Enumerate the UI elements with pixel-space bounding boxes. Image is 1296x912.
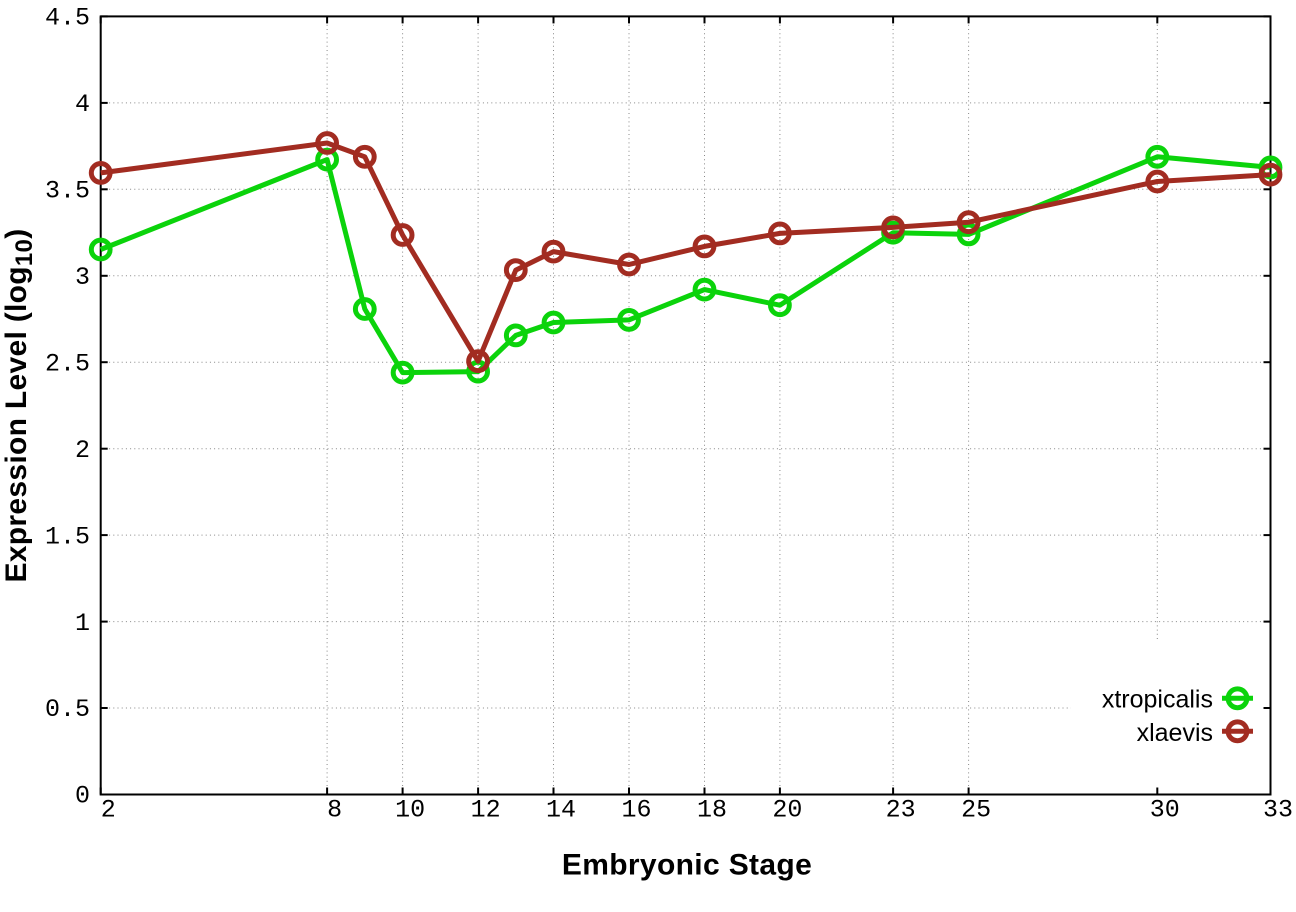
svg-text:25: 25: [961, 796, 991, 825]
svg-text:18: 18: [697, 796, 727, 825]
svg-text:2: 2: [101, 796, 116, 825]
svg-text:xtropicalis: xtropicalis: [1102, 686, 1213, 714]
svg-text:20: 20: [772, 796, 802, 825]
svg-text:12: 12: [471, 796, 501, 825]
svg-text:10: 10: [395, 796, 425, 825]
svg-text:2: 2: [75, 436, 90, 465]
svg-text:0: 0: [75, 782, 90, 811]
svg-text:8: 8: [327, 796, 342, 825]
svg-text:xlaevis: xlaevis: [1137, 719, 1213, 747]
svg-text:16: 16: [621, 796, 651, 825]
svg-text:0.5: 0.5: [45, 695, 90, 724]
svg-text:30: 30: [1150, 796, 1180, 825]
svg-text:1: 1: [75, 609, 90, 638]
svg-text:14: 14: [546, 796, 576, 825]
svg-text:23: 23: [886, 796, 916, 825]
svg-text:3.5: 3.5: [45, 177, 90, 206]
svg-text:Expression Level (log10): Expression Level (log10): [0, 229, 38, 583]
svg-text:33: 33: [1263, 796, 1293, 825]
svg-text:3: 3: [75, 263, 90, 292]
svg-text:4.5: 4.5: [45, 4, 90, 33]
svg-text:1.5: 1.5: [45, 522, 90, 551]
svg-text:4: 4: [75, 90, 90, 119]
svg-text:2.5: 2.5: [45, 349, 90, 378]
svg-text:Embryonic Stage: Embryonic Stage: [562, 849, 812, 882]
